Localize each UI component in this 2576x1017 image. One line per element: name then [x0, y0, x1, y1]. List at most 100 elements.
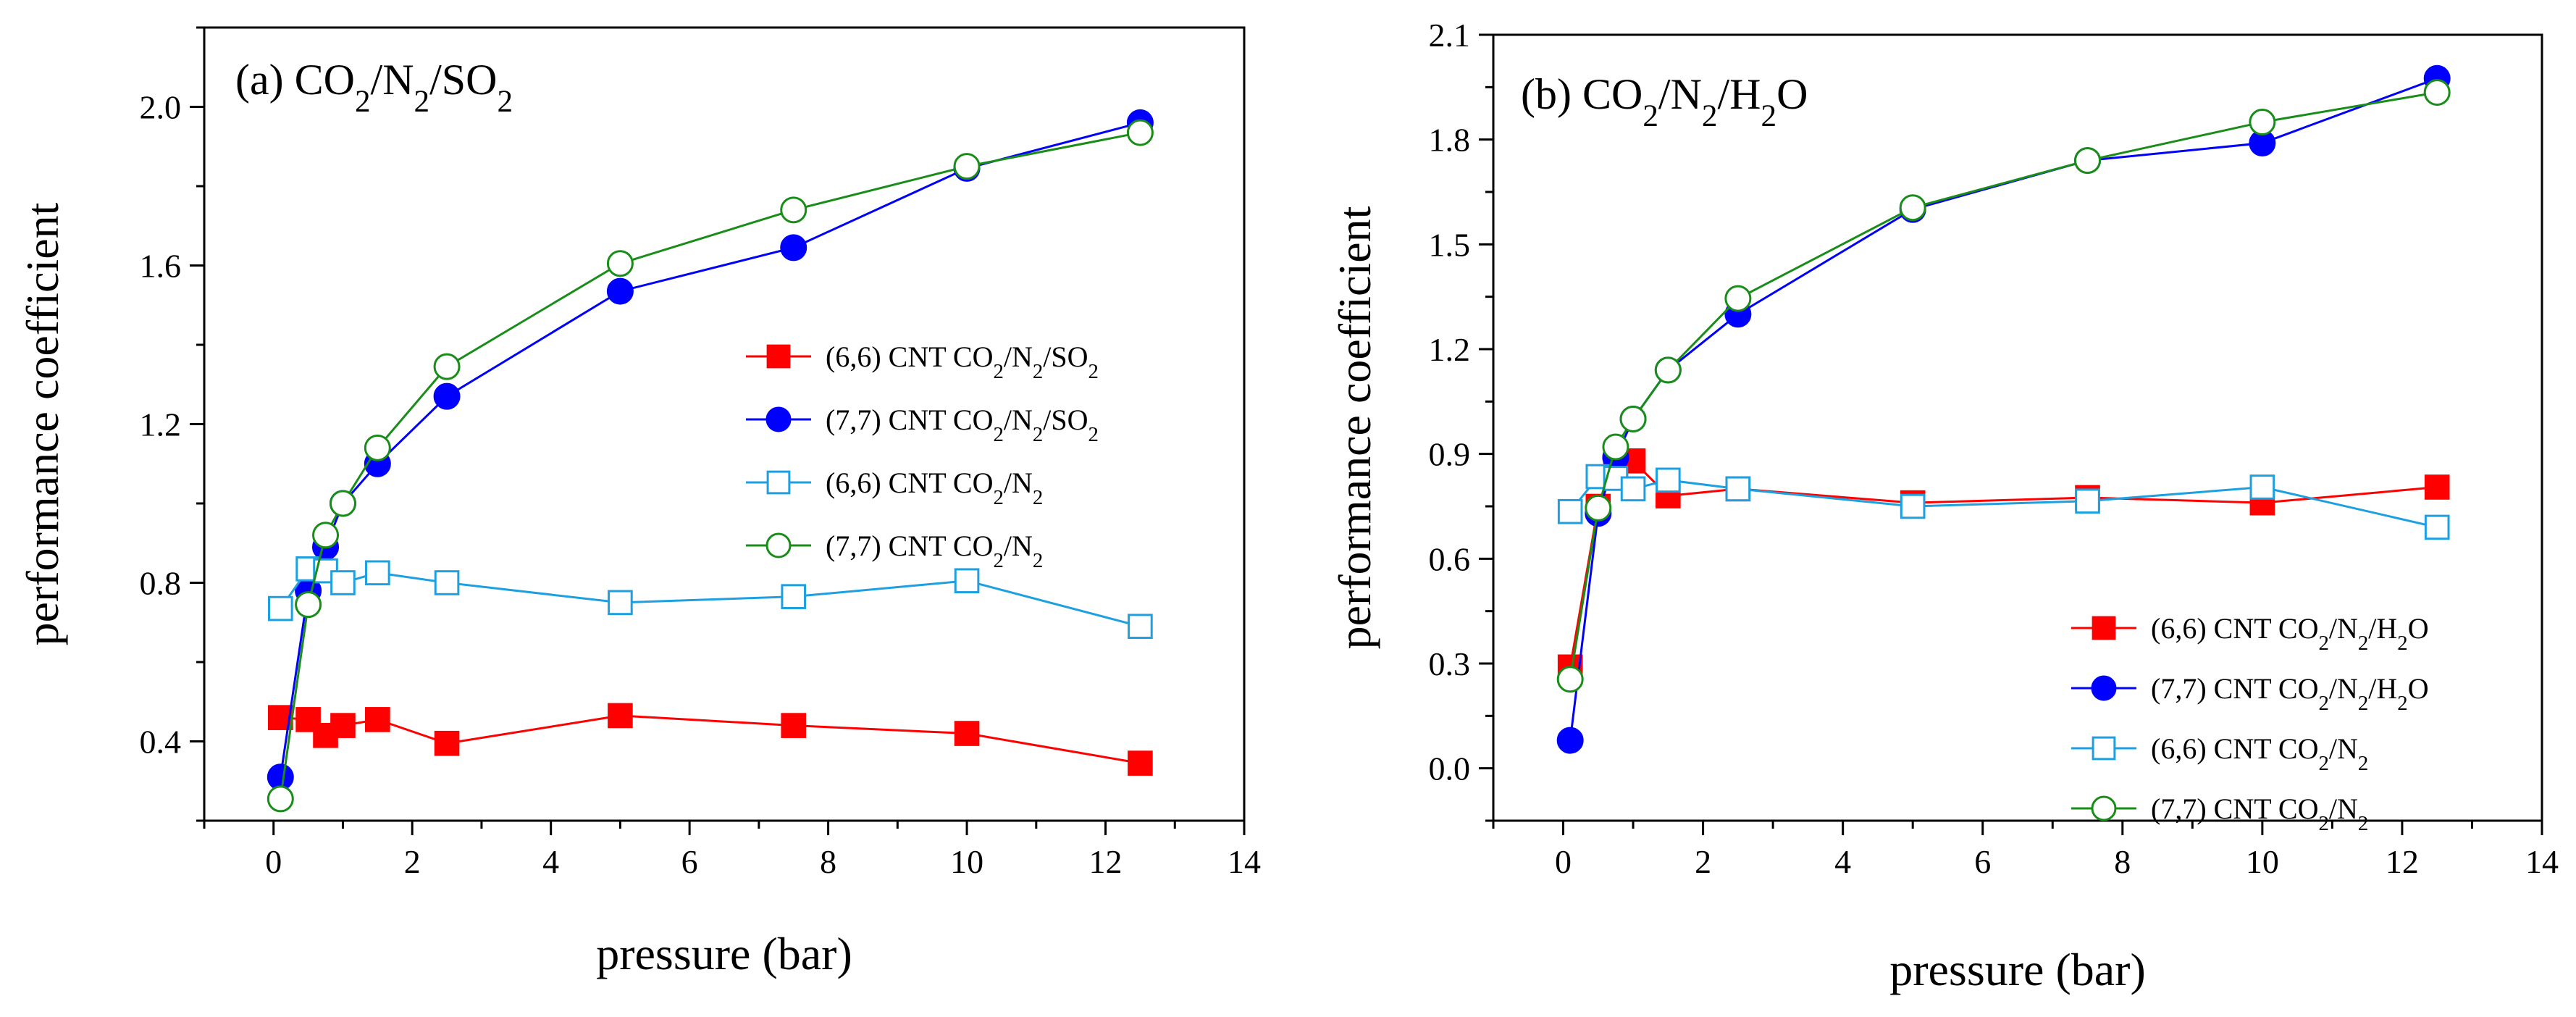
data-point [608, 590, 633, 616]
legend-marker [2092, 616, 2116, 640]
data-point [434, 570, 460, 595]
data-point [1126, 119, 1154, 146]
data-point [781, 584, 807, 609]
data-point [1128, 750, 1153, 776]
legend-label: (6,6) CNT CO2/N2/H2O [2151, 612, 2429, 655]
data-point [606, 277, 634, 305]
data-point [1656, 467, 1681, 493]
y-tick-label: 0.0 [1429, 750, 1471, 787]
legend-marker [766, 344, 791, 369]
data-point [295, 591, 322, 619]
data-point [2249, 474, 2275, 500]
legend-item: (6,6) CNT CO2/N2 [746, 466, 1043, 509]
y-tick-label: 1.6 [140, 248, 182, 285]
series-b-2 [1556, 64, 2451, 754]
y-tick-label: 0.9 [1429, 436, 1471, 473]
x-tick-label: 14 [2525, 843, 2559, 880]
data-point [1724, 285, 1752, 312]
x-axis-title: pressure (bar) [596, 928, 852, 979]
series-line [279, 131, 1141, 800]
panel-title-b: (b) CO2/N2/H2O [1521, 70, 1808, 133]
y-axis-title: performance coefficient [1329, 206, 1380, 649]
data-point [953, 153, 981, 180]
legend-marker [765, 532, 792, 558]
legend-marker [2091, 795, 2117, 821]
legend-item: (6,6) CNT CO2/N2 [2071, 732, 2368, 775]
legend-item: (7,7) CNT CO2/N2/H2O [2071, 672, 2429, 715]
data-point [267, 785, 294, 813]
data-point [954, 721, 980, 746]
y-tick-label: 0.3 [1429, 645, 1471, 682]
data-point [433, 382, 461, 410]
x-tick-label: 2 [404, 843, 421, 880]
series-a-2 [267, 109, 1154, 791]
series-line [1569, 91, 2438, 679]
series-b-4 [1556, 79, 2451, 693]
x-tick-label: 0 [1555, 843, 1572, 880]
series-a-4 [267, 119, 1154, 813]
data-point [1556, 727, 1584, 754]
x-tick-label: 8 [820, 843, 836, 880]
legend-item: (7,7) CNT CO2/N2/SO2 [746, 403, 1099, 446]
data-point [329, 490, 356, 517]
y-axis-title: performance coefficient [17, 202, 68, 645]
legend-label: (6,6) CNT CO2/N2 [826, 466, 1043, 509]
legend-label: (7,7) CNT CO2/N2/H2O [2151, 672, 2429, 715]
data-point [954, 568, 980, 594]
x-tick-label: 12 [1089, 843, 1123, 880]
legend-label: (6,6) CNT CO2/N2 [2151, 732, 2368, 775]
x-tick-label: 6 [1974, 843, 1991, 880]
data-point [1620, 476, 1646, 502]
legend-label: (7,7) CNT CO2/N2 [826, 530, 1043, 572]
legend-marker [2091, 675, 2117, 701]
x-tick-label: 4 [542, 843, 559, 880]
y-tick-label: 1.2 [140, 406, 182, 443]
y-tick-label: 1.2 [1429, 331, 1471, 368]
data-point [267, 595, 293, 622]
series-a-3 [267, 556, 1153, 640]
x-tick-label: 2 [1695, 843, 1711, 880]
data-point [365, 560, 390, 586]
data-point [1585, 494, 1612, 522]
data-point [2249, 109, 2276, 136]
data-point [330, 713, 356, 738]
legend-a: (6,6) CNT CO2/N2/SO2 (7,7) CNT CO2/N2/SO2… [746, 340, 1099, 572]
x-tick-label: 10 [950, 843, 983, 880]
x-tick-label: 12 [2386, 843, 2419, 880]
y-tick-label: 2.0 [140, 89, 182, 126]
data-point [1900, 493, 1926, 519]
y-tick-label: 1.8 [1429, 122, 1471, 159]
data-point [312, 522, 340, 549]
legend-marker [765, 406, 792, 432]
data-point [608, 703, 633, 729]
data-point [434, 730, 460, 756]
series-line [280, 714, 1141, 765]
legend-b: (6,6) CNT CO2/N2/H2O (7,7) CNT CO2/N2/H2O… [2071, 612, 2429, 835]
data-point [2074, 147, 2102, 175]
data-point [1654, 356, 1682, 384]
y-tick-label: 0.8 [140, 565, 182, 602]
legend-marker [766, 470, 791, 495]
y-tick-label: 0.6 [1429, 540, 1471, 577]
y-tick-label: 2.1 [1429, 17, 1471, 54]
legend-label: (7,7) CNT CO2/N2 [2151, 792, 2368, 835]
data-point [365, 707, 390, 732]
data-point [2424, 474, 2450, 500]
x-tick-label: 10 [2246, 843, 2279, 880]
legend-label: (6,6) CNT CO2/N2/SO2 [826, 340, 1099, 383]
data-point [433, 353, 461, 380]
legend-label: (7,7) CNT CO2/N2/SO2 [826, 403, 1099, 446]
series-line [279, 121, 1141, 777]
data-point [1619, 405, 1647, 432]
legend-item: (7,7) CNT CO2/N2 [746, 530, 1043, 572]
data-point [2075, 488, 2100, 514]
data-point [1556, 666, 1584, 693]
data-point [364, 434, 391, 461]
series-line [1569, 475, 2438, 529]
series-b-3 [1557, 464, 2450, 540]
series-a-1 [267, 703, 1153, 776]
x-tick-label: 6 [681, 843, 698, 880]
data-point [1899, 194, 1926, 222]
